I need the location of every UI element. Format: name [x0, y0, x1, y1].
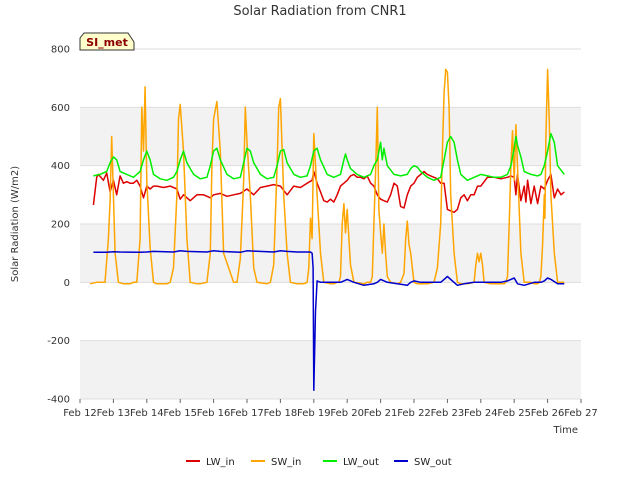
- site-badge: SI_met: [79, 32, 135, 51]
- x-tick-label: Feb 16: [197, 408, 231, 419]
- grid-band: [80, 340, 581, 399]
- series-layer: [89, 68, 565, 392]
- y-tick-label: 200: [51, 220, 70, 231]
- legend-label: SW_out: [414, 457, 452, 468]
- site-badge-label: SI_met: [86, 36, 128, 49]
- x-tick-label: Feb 15: [163, 408, 197, 419]
- y-tick-label: 600: [51, 103, 70, 114]
- x-tick-label: Feb 14: [130, 408, 164, 419]
- y-axis: -400 -200 0 200 400 600 800: [47, 45, 70, 406]
- y-tick-label: 0: [64, 278, 70, 289]
- legend: LW_in SW_in LW_out SW_out: [186, 457, 452, 468]
- grid-band: [80, 107, 581, 166]
- x-tick-label: Feb 27: [564, 408, 598, 419]
- x-tick-label: Feb 23: [431, 408, 465, 419]
- y-tick-label: 400: [51, 161, 70, 172]
- x-tick-label: Feb 22: [397, 408, 431, 419]
- x-tick-label: Feb 18: [264, 408, 298, 419]
- legend-label: LW_out: [343, 457, 379, 468]
- series-line-lw-out: [93, 132, 565, 182]
- x-tick-label: Feb 12: [63, 408, 97, 419]
- x-tick-label: Feb 24: [464, 408, 498, 419]
- legend-label: LW_in: [206, 457, 235, 468]
- x-tick-label: Feb 21: [364, 408, 398, 419]
- y-axis-label: Solar Radiation (W/m2): [10, 166, 21, 282]
- chart-title: Solar Radiation from CNR1: [233, 4, 407, 19]
- x-tick-label: Feb 17: [230, 408, 264, 419]
- series-line-lw-in: [92, 170, 565, 214]
- legend-label: SW_in: [271, 457, 301, 468]
- x-tick-label: Feb 25: [497, 408, 531, 419]
- series-line-sw-in: [89, 68, 565, 285]
- y-tick-label: -200: [47, 336, 70, 347]
- x-axis-label: Time: [553, 425, 578, 436]
- x-tick-label: Feb 26: [531, 408, 565, 419]
- x-tick-label: Feb 13: [97, 408, 131, 419]
- grid-band: [80, 224, 581, 283]
- x-tick-label: Feb 20: [330, 408, 364, 419]
- x-tick-label: Feb 19: [297, 408, 331, 419]
- y-tick-label: -400: [47, 395, 70, 406]
- series-line-sw-out: [93, 250, 565, 392]
- y-tick-label: 800: [51, 45, 70, 56]
- x-axis: Feb 12 Feb 13 Feb 14 Feb 15 Feb 16 Feb 17 Feb …: [63, 399, 598, 419]
